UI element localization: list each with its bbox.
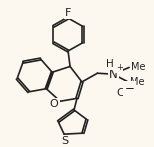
Text: Me: Me — [131, 62, 145, 72]
Text: F: F — [65, 8, 71, 18]
Text: S: S — [62, 136, 69, 146]
Text: Cl: Cl — [116, 88, 127, 98]
Text: H: H — [106, 59, 114, 69]
Text: N: N — [109, 68, 118, 81]
Text: Me: Me — [130, 77, 144, 87]
Text: O: O — [50, 99, 59, 109]
Text: −: − — [125, 82, 134, 95]
Text: +: + — [116, 63, 123, 72]
